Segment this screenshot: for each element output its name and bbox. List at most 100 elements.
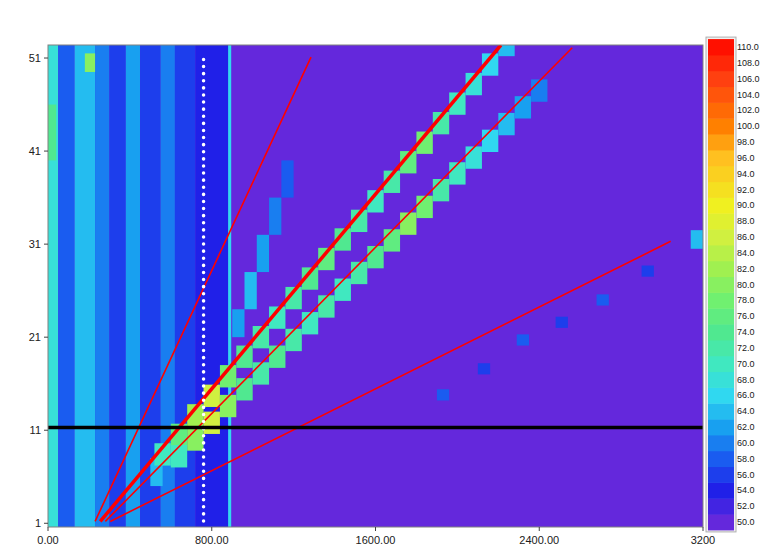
colorbar-swatch (708, 387, 734, 403)
colorbar-swatch (708, 340, 734, 356)
colorbar-swatch (708, 261, 734, 277)
colorbar-label: 88.0 (737, 216, 755, 226)
colorbar-label: 106.0 (737, 74, 760, 84)
x-tick-label: 0.00 (37, 534, 58, 546)
colorbar-label: 110.0 (737, 42, 759, 52)
chart: 0.00800.001600.002400.003200111213141515… (0, 0, 771, 559)
plot-background (48, 45, 703, 527)
heat-cell (318, 295, 334, 317)
colorbar-swatch (708, 166, 734, 182)
colorbar-swatch (708, 308, 734, 324)
colorbar-swatch (708, 55, 734, 71)
heat-cell (384, 229, 400, 251)
colorbar-label: 90.0 (737, 200, 755, 210)
colorbar-swatch (708, 403, 734, 419)
plot-area (48, 45, 703, 527)
heat-cell (478, 363, 490, 374)
colorbar-swatch (708, 451, 734, 467)
order-line (95, 57, 311, 521)
colorbar-label: 74.0 (737, 327, 755, 337)
heat-cell (367, 246, 383, 268)
x-tick (539, 527, 540, 531)
colorbar-label: 60.0 (737, 438, 755, 448)
colorbar-label: 94.0 (737, 169, 755, 179)
colorbar-label: 98.0 (737, 137, 755, 147)
colorbar-swatch (708, 467, 734, 483)
heat-cell (281, 160, 293, 197)
heat-cell (466, 146, 482, 168)
heat-cell (482, 130, 498, 152)
colorbar-label: 104.0 (737, 90, 760, 100)
colorbar-swatch (708, 150, 734, 166)
heat-cell (95, 45, 109, 527)
colorbar-swatch (708, 292, 734, 308)
heat-cell (257, 235, 269, 272)
heat-cell (171, 445, 187, 467)
heat-cell (187, 428, 203, 450)
y-tick (44, 151, 48, 152)
heat-cell (449, 162, 465, 184)
y-tick (44, 58, 48, 59)
marker-hline (48, 426, 703, 430)
colorbar-label: 78.0 (737, 295, 755, 305)
colorbar-label: 72.0 (737, 343, 755, 353)
colorbar-label: 70.0 (737, 359, 755, 369)
heat-cell (498, 113, 514, 135)
heat-cell (228, 45, 231, 527)
heat-cell (48, 105, 56, 161)
heat-cell (109, 45, 125, 527)
colorbar-swatch (708, 182, 734, 198)
colorbar-swatch (708, 419, 734, 435)
order-line (100, 45, 501, 521)
colorbar-label: 64.0 (737, 406, 755, 416)
heat-cell (245, 272, 257, 309)
x-tick (211, 527, 212, 531)
heat-cell (269, 346, 285, 368)
order-line (105, 48, 572, 522)
colorbar-label: 66.0 (737, 390, 755, 400)
heat-cell (232, 309, 244, 337)
colorbar-swatch (708, 102, 734, 118)
heat-cell (517, 334, 529, 345)
heat-cell (400, 212, 416, 234)
heat-cell (531, 79, 547, 101)
x-tick (375, 527, 376, 531)
colorbar-swatch (708, 118, 734, 134)
colorbar-label: 56.0 (737, 470, 755, 480)
heat-cell (204, 412, 220, 434)
colorbar-label: 68.0 (737, 375, 755, 385)
heat-cell (642, 266, 654, 277)
colorbar-swatch (708, 229, 734, 245)
heat-cell (691, 230, 703, 249)
heat-cell (416, 196, 432, 218)
colorbar-label: 58.0 (737, 454, 755, 464)
y-tick-label: 11 (30, 424, 41, 436)
colorbar-swatch (708, 356, 734, 372)
y-tick (44, 430, 48, 431)
heat-cell (220, 395, 236, 417)
y-tick (44, 523, 48, 524)
x-tick-label: 2400.00 (519, 534, 559, 546)
x-tick-label: 1600.00 (356, 534, 396, 546)
colorbar-label: 86.0 (737, 232, 755, 242)
colorbar-swatch (708, 498, 734, 514)
heat-cell (126, 45, 140, 527)
colorbar-swatch (708, 514, 734, 530)
heat-cell (556, 317, 568, 328)
heat-cell (597, 294, 609, 305)
colorbar-label: 80.0 (737, 280, 755, 290)
y-tick-label: 41 (29, 145, 41, 157)
heat-cell (285, 329, 301, 351)
colorbar-label: 52.0 (737, 501, 755, 511)
colorbar-label: 62.0 (737, 422, 755, 432)
y-tick (44, 244, 48, 245)
heat-cell (335, 279, 351, 301)
heat-cell (195, 45, 228, 527)
colorbar-label: 92.0 (737, 185, 755, 195)
colorbar-swatch (708, 197, 734, 213)
colorbar-swatch (708, 277, 734, 293)
heat-cell (58, 45, 74, 527)
colorbar-label: 100.0 (737, 121, 760, 131)
colorbar-swatch (708, 134, 734, 150)
y-tick-label: 51 (29, 52, 41, 64)
